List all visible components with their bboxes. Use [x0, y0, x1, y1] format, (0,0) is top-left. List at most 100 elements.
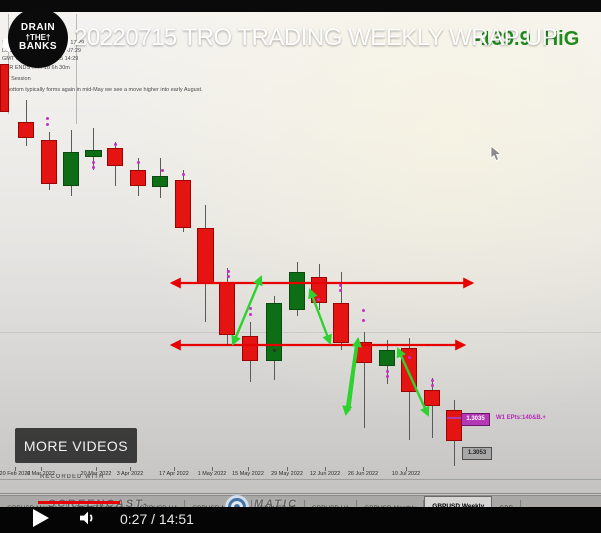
x-axis-date-label: 6 Mar 2022 [27, 471, 55, 477]
chart-tab[interactable]: GBPUSD,Monthly [357, 500, 425, 507]
x-axis-tick [406, 467, 407, 471]
price-tag-magenta: 1.3035 [461, 413, 490, 426]
chart-tab[interactable]: GBP [492, 500, 521, 507]
volume-icon[interactable] [78, 510, 98, 526]
candle-body [446, 410, 462, 441]
x-axis-date-label: 20 Feb 2022 [0, 471, 31, 477]
candle-body [197, 228, 214, 283]
candle-body [219, 283, 235, 335]
price-tag-gray: 1.3053 [462, 447, 492, 460]
chart-annotation: A bottom typically forms again in mid-Ma… [2, 87, 203, 93]
ticker-suffix: HiG [543, 28, 580, 50]
video-frame[interactable]: SERVER ......... 2022.07.15 17:29 LOCAL … [0, 12, 601, 507]
chart-tab-active[interactable]: GBPUSD,Weekly [424, 496, 493, 507]
candle-body [63, 152, 79, 186]
indicator-dot [227, 270, 230, 273]
candle-body [333, 303, 349, 343]
candle-body [41, 140, 57, 184]
x-axis-tick [96, 467, 97, 471]
indicator-dot [431, 384, 434, 387]
x-axis-tick [15, 467, 16, 471]
indicator-dot [408, 356, 411, 359]
red-underline-mark [38, 501, 120, 504]
indicator-dot [362, 319, 365, 322]
x-axis-tick [130, 467, 131, 471]
play-button[interactable] [33, 509, 49, 527]
x-axis-tick [248, 467, 249, 471]
indicator-dot [182, 173, 185, 176]
chart-tab-bar: GBPUSD,MonthlyGBPUSD,WeeklyGBPUSD,H4GBPU… [0, 495, 601, 507]
candle-body [356, 342, 372, 363]
indicator-dot [227, 275, 230, 278]
candle-wick [93, 128, 94, 170]
time-display: 0:27 / 14:51 [120, 511, 194, 527]
chart-tab[interactable]: GBPUSD,H1 [252, 500, 305, 507]
x-axis-date-label: 17 Apr 2022 [159, 471, 189, 477]
candle-wick [364, 332, 365, 428]
chart-gridline [0, 332, 601, 333]
x-axis-tick [174, 467, 175, 471]
x-axis-date-label: 10 Jul 2022 [391, 471, 421, 477]
x-axis-date-label: 20 Mar 2022 [80, 471, 112, 477]
logo-line-3: BANKS [18, 41, 58, 53]
candle-body [424, 390, 440, 406]
letterbox-top [0, 0, 601, 12]
chart-tab[interactable]: GBPUSD,Monthly [185, 500, 253, 507]
logo-line-1: DRAIN [20, 22, 56, 34]
candle-body [242, 336, 258, 361]
video-title: 20220715 TRO TRADING WEEKLY WRAP UP [74, 24, 558, 51]
x-axis-tick [41, 467, 42, 471]
chart-tab[interactable]: GBPUSD,H1 [305, 500, 358, 507]
tabbar-separator [0, 493, 601, 494]
x-axis-line [0, 479, 601, 480]
x-axis-tick [212, 467, 213, 471]
ticker-value: -139.9 [474, 28, 531, 50]
x-axis-date-label: 26 Jun 2022 [347, 471, 379, 477]
indicator-dot [431, 379, 434, 382]
indicator-dot [137, 161, 140, 164]
candle-body [18, 122, 34, 138]
watermark-logo-icon [225, 495, 249, 507]
channel-logo[interactable]: DRAIN †THE† BANKS [8, 8, 68, 68]
indicator-dot [317, 298, 320, 301]
candle-body [379, 350, 395, 366]
indicator-dot [249, 313, 252, 316]
logo-line-2: †THE† [25, 32, 51, 42]
x-axis-date-label: 29 May 2022 [271, 471, 303, 477]
x-axis-date-label: 15 May 2022 [232, 471, 264, 477]
indicator-dot [46, 117, 49, 120]
candle-body [85, 150, 102, 157]
chart-ticker: -139.9 HiG [474, 28, 579, 51]
x-axis-date-label: 1 May 2022 [197, 471, 227, 477]
candle-body [130, 170, 146, 186]
candle-body [401, 348, 417, 392]
indicator-dot [339, 289, 342, 292]
indicator-dot [46, 123, 49, 126]
candle-body [152, 176, 168, 187]
x-axis-tick [363, 467, 364, 471]
more-videos-button[interactable]: MORE VIDEOS [15, 428, 137, 463]
candle-body [289, 272, 305, 310]
chart-wick-artifact [76, 14, 77, 124]
indicator-dot [386, 370, 389, 373]
green-trend-arrow [231, 275, 263, 346]
indicator-dot [339, 284, 342, 287]
candle-body [175, 180, 191, 228]
watermark-recorded-with: RECORDED WITH [40, 474, 105, 480]
candle-body [266, 303, 282, 361]
mouse-cursor-icon [490, 146, 503, 162]
indicator-dot-dark [273, 349, 276, 352]
indicator-dot [362, 309, 365, 312]
x-axis-tick [325, 467, 326, 471]
indicator-dot [386, 375, 389, 378]
price-tag-connector [447, 417, 461, 419]
indicator-dot [249, 307, 252, 310]
candle-body [0, 64, 9, 112]
chart-tab[interactable]: GBPUSD,Weekly [67, 500, 133, 507]
chart-tab[interactable]: GBPUSD,H4 [132, 500, 186, 507]
watermark-brand-right: MATIC [254, 498, 299, 507]
candle-wick [432, 378, 433, 438]
indicator-dot [92, 161, 95, 164]
session-label: NY Session [2, 76, 31, 82]
